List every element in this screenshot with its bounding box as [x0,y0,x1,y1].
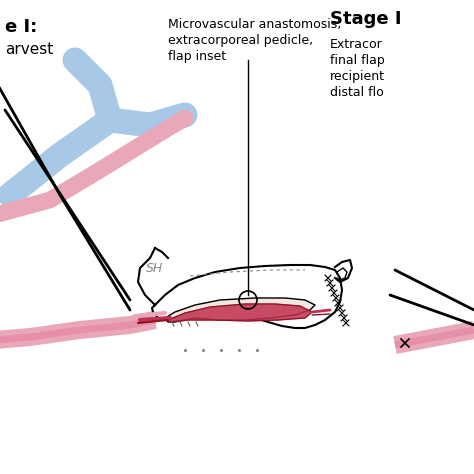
Text: e I:: e I: [5,18,37,36]
Text: distal flo: distal flo [330,86,384,99]
Text: Stage I: Stage I [330,10,401,28]
Polygon shape [168,304,312,322]
Polygon shape [165,298,315,322]
Text: Microvascular anastomosis,: Microvascular anastomosis, [168,18,341,31]
Text: arvest: arvest [5,42,53,57]
Text: recipient: recipient [330,70,385,83]
Text: SH: SH [146,262,164,274]
Text: flap inset: flap inset [168,50,226,63]
Text: Extracor: Extracor [330,38,383,51]
Text: final flap: final flap [330,54,385,67]
Text: extracorporeal pedicle,: extracorporeal pedicle, [168,34,313,47]
